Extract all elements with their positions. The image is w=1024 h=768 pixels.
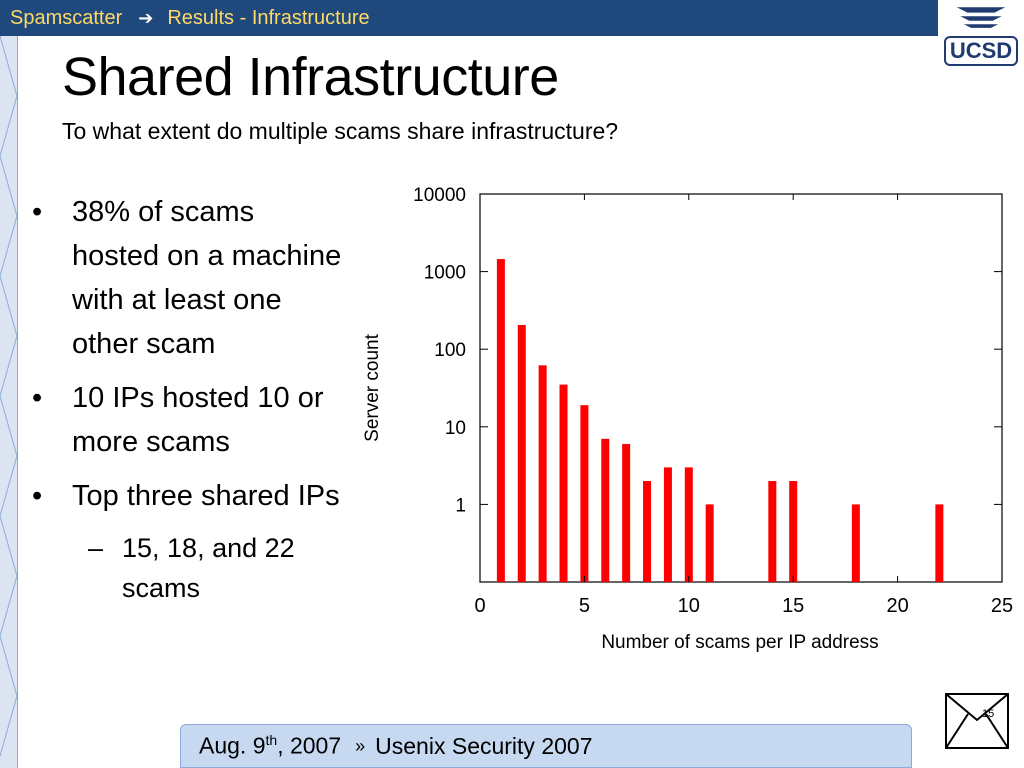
bar	[684, 467, 693, 582]
x-tick-label: 5	[579, 595, 590, 617]
bullet-item: • 10 IPs hosted 10 or more scams	[32, 376, 342, 464]
ucsd-logo: UCSD	[938, 0, 1024, 78]
bar-chart: 0 5 10 15 20 25 1 10 100 1000 10000 Number of sca…	[362, 185, 1013, 653]
bar	[851, 504, 860, 582]
x-axis-label: Number of scams per IP address	[601, 632, 878, 653]
envelope-icon[interactable]: 15	[942, 690, 1014, 754]
bullet-text: 10 IPs hosted 10 or more scams	[72, 382, 324, 458]
footer-date: Aug. 9th, 2007	[199, 732, 342, 759]
y-axis-label: Server count	[362, 333, 383, 441]
page-number: 15	[982, 708, 994, 720]
header-bar: Spamscatter ➔ Results - Infrastructure	[0, 0, 938, 36]
bullet-dot-icon: •	[32, 480, 43, 512]
y-tick-label: 1000	[424, 263, 466, 284]
x-tick-label: 15	[782, 595, 804, 617]
bullet-text: Top three shared IPs	[72, 480, 340, 512]
double-chevron-icon: »	[355, 735, 366, 756]
bar	[643, 481, 652, 582]
bullet-item: • 38% of scams hosted on a machine with …	[32, 190, 342, 366]
y-tick-label: 10000	[413, 185, 466, 206]
bullet-dot-icon: •	[32, 196, 43, 228]
y-tick-label: 1	[455, 495, 466, 516]
bar	[768, 481, 777, 582]
arrow-right-icon: ➔	[138, 7, 154, 28]
x-tick-label: 0	[474, 595, 485, 617]
decorative-stripe-icon	[0, 36, 17, 757]
logo-text: UCSD	[943, 36, 1019, 66]
footer-event: Usenix Security 2007	[375, 732, 593, 759]
y-tick-label: 10	[445, 418, 466, 439]
bullet-text: 38% of scams hosted on a machine with at…	[72, 196, 342, 360]
bar	[559, 384, 568, 582]
bar	[517, 325, 526, 582]
bar	[705, 504, 714, 582]
bar	[580, 405, 589, 582]
slide-title: Shared Infrastructure	[62, 47, 559, 107]
x-tick-label: 20	[886, 595, 908, 617]
bar	[622, 444, 631, 582]
bar	[601, 438, 610, 582]
bar	[935, 504, 944, 582]
bar	[496, 259, 505, 582]
sub-bullet-item: – 15, 18, and 22 scams	[88, 528, 342, 608]
slide-subtitle: To what extent do multiple scams share i…	[62, 118, 619, 144]
breadcrumb-root[interactable]: Spamscatter	[10, 6, 123, 29]
sub-bullet-text: 15, 18, and 22 scams	[122, 533, 295, 603]
bar	[789, 481, 798, 582]
dash-icon: –	[88, 533, 104, 563]
bullet-list: • 38% of scams hosted on a machine with …	[32, 190, 342, 608]
y-tick-label: 100	[434, 340, 466, 361]
left-decoration	[0, 36, 18, 768]
bar	[538, 365, 547, 582]
plot-frame	[479, 193, 1003, 583]
bullet-item: • Top three shared IPs	[32, 474, 342, 518]
x-tick-label: 25	[991, 595, 1013, 617]
breadcrumb-current[interactable]: Results - Infrastructure	[167, 6, 370, 29]
bullet-dot-icon: •	[32, 382, 43, 414]
x-tick-label: 10	[678, 595, 700, 617]
footer-bar: Aug. 9th, 2007 » Usenix Security 2007	[180, 724, 912, 768]
wave-logo-icon	[956, 7, 1006, 28]
bar	[663, 467, 672, 582]
